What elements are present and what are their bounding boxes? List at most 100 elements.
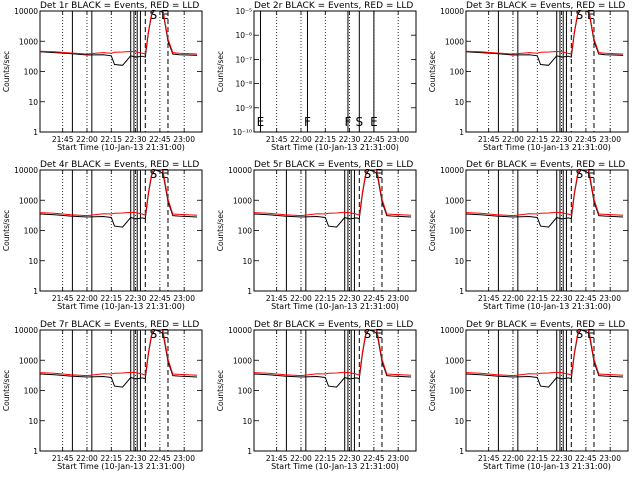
y-tick-label: 10 <box>242 257 252 266</box>
x-tick-label: 23:00 <box>173 294 195 303</box>
marker-label: E <box>587 8 595 22</box>
marker-label: F <box>304 115 311 129</box>
series-lld-line <box>466 330 624 377</box>
marker-label: S <box>364 167 372 181</box>
y-tick-label: 10000 <box>440 7 464 16</box>
x-tick-label: 22:30 <box>125 454 147 463</box>
y-tick-label: 10 <box>28 417 38 426</box>
x-tick-label: 22:30 <box>339 135 361 144</box>
y-tick-label: 1000 <box>445 196 464 205</box>
x-tick-label: 22:00 <box>290 294 312 303</box>
x-tick-label: 23:00 <box>173 135 195 144</box>
y-tick-label: 1 <box>247 287 252 296</box>
x-tick-label: 21:45 <box>52 135 74 144</box>
x-tick-label: 23:00 <box>173 454 195 463</box>
marker-label: E <box>587 327 595 341</box>
x-tick-label: 23:00 <box>387 454 409 463</box>
panel-det-2: Det 2r BLACK = Events, RED = LLD Counts/s… <box>216 1 417 152</box>
x-tick-label: 22:00 <box>290 135 312 144</box>
y-tick-label: 1 <box>459 447 464 456</box>
x-axis-label: Start Time (10-Jan-13 21:31:00) <box>483 462 611 471</box>
series-lld-line <box>40 11 198 55</box>
y-tick-label: 100 <box>238 387 253 396</box>
y-tick-label: 100 <box>238 227 253 236</box>
plot-frame <box>253 329 417 452</box>
marker-label: E <box>161 167 169 181</box>
y-tick-label: 1000 <box>19 37 38 46</box>
x-tick-label: 22:15 <box>100 135 122 144</box>
y-tick-label: 10000 <box>440 326 464 335</box>
y-axis-label: Counts/sec <box>2 51 11 92</box>
x-axis-label: Start Time (10-Jan-13 21:31:00) <box>57 462 185 471</box>
series-lld-line <box>40 170 198 217</box>
y-tick-label: 10 <box>454 417 464 426</box>
panel-title: Det 6r BLACK = Events, RED = LLD <box>466 160 625 170</box>
y-tick-label: 1000 <box>233 196 252 205</box>
x-tick-label: 22:30 <box>551 454 573 463</box>
series-lld-line <box>40 330 198 377</box>
x-tick-label: 22:00 <box>76 135 98 144</box>
x-tick-label: 22:15 <box>314 454 336 463</box>
x-tick-label: 21:45 <box>52 454 74 463</box>
x-tick-label: 22:00 <box>502 294 524 303</box>
y-tick-label: 100 <box>450 68 465 77</box>
panel-det-4: Det 4r BLACK = Events, RED = LLD Counts/s… <box>2 160 203 311</box>
x-axis-label: Start Time (10-Jan-13 21:31:00) <box>483 302 611 311</box>
x-tick-label: 22:45 <box>575 135 597 144</box>
y-tick-label: 10⁻⁶ <box>235 31 252 40</box>
y-tick-label: 1 <box>459 287 464 296</box>
marker-label: E <box>161 327 169 341</box>
panel-title: Det 9r BLACK = Events, RED = LLD <box>466 320 625 330</box>
x-tick-label: 22:15 <box>100 294 122 303</box>
x-tick-label: 22:00 <box>290 454 312 463</box>
series-events-line <box>40 170 198 228</box>
x-tick-label: 21:45 <box>266 135 288 144</box>
y-axis-label: Counts/sec <box>216 210 225 251</box>
x-tick-label: 22:45 <box>363 294 385 303</box>
x-tick-label: 21:45 <box>52 294 74 303</box>
x-tick-label: 22:00 <box>502 135 524 144</box>
series-lld-line <box>466 170 624 217</box>
panel-det-1: Det 1r BLACK = Events, RED = LLD Counts/s… <box>2 1 203 152</box>
x-tick-label: 22:15 <box>526 454 548 463</box>
panel-det-7: Det 7r BLACK = Events, RED = LLD Counts/s… <box>2 320 203 471</box>
y-axis-label: Counts/sec <box>428 370 437 411</box>
series-events-line <box>466 170 624 228</box>
panel-title: Det 5r BLACK = Events, RED = LLD <box>254 160 413 170</box>
x-tick-label: 22:45 <box>149 294 171 303</box>
x-tick-label: 22:45 <box>363 135 385 144</box>
plot-frame <box>39 10 203 133</box>
y-tick-label: 10⁻⁹ <box>235 104 252 113</box>
marker-label: S <box>576 327 584 341</box>
x-tick-label: 22:00 <box>76 294 98 303</box>
y-tick-label: 100 <box>24 227 39 236</box>
x-axis-label: Start Time (10-Jan-13 21:31:00) <box>57 143 185 152</box>
panel-det-8: Det 8r BLACK = Events, RED = LLD Counts/s… <box>216 320 417 471</box>
x-axis-label: Start Time (10-Jan-13 21:31:00) <box>271 302 399 311</box>
marker-label: F <box>345 115 352 129</box>
x-tick-label: 22:45 <box>149 135 171 144</box>
x-tick-label: 22:45 <box>149 454 171 463</box>
x-tick-label: 22:15 <box>100 454 122 463</box>
x-tick-label: 22:00 <box>76 454 98 463</box>
marker-label: S <box>150 167 158 181</box>
y-tick-label: 1000 <box>233 356 252 365</box>
x-axis-label: Start Time (10-Jan-13 21:31:00) <box>271 143 399 152</box>
panel-det-9: Det 9r BLACK = Events, RED = LLD Counts/s… <box>428 320 629 471</box>
x-tick-label: 22:00 <box>502 454 524 463</box>
x-tick-label: 21:45 <box>478 454 500 463</box>
x-tick-label: 22:30 <box>125 294 147 303</box>
panel-title: Det 4r BLACK = Events, RED = LLD <box>40 160 199 170</box>
marker-label: S <box>150 8 158 22</box>
series-events-line <box>466 11 624 66</box>
marker-label: S <box>576 8 584 22</box>
x-axis-label: Start Time (10-Jan-13 21:31:00) <box>483 143 611 152</box>
x-tick-label: 23:00 <box>387 294 409 303</box>
y-tick-label: 10⁻¹⁰ <box>232 128 252 137</box>
y-axis-label: Counts/sec <box>428 210 437 251</box>
plot-frame <box>465 169 629 292</box>
y-tick-label: 1000 <box>445 37 464 46</box>
marker-label: E <box>587 167 595 181</box>
y-tick-label: 10 <box>28 257 38 266</box>
marker-label: S <box>355 115 363 129</box>
